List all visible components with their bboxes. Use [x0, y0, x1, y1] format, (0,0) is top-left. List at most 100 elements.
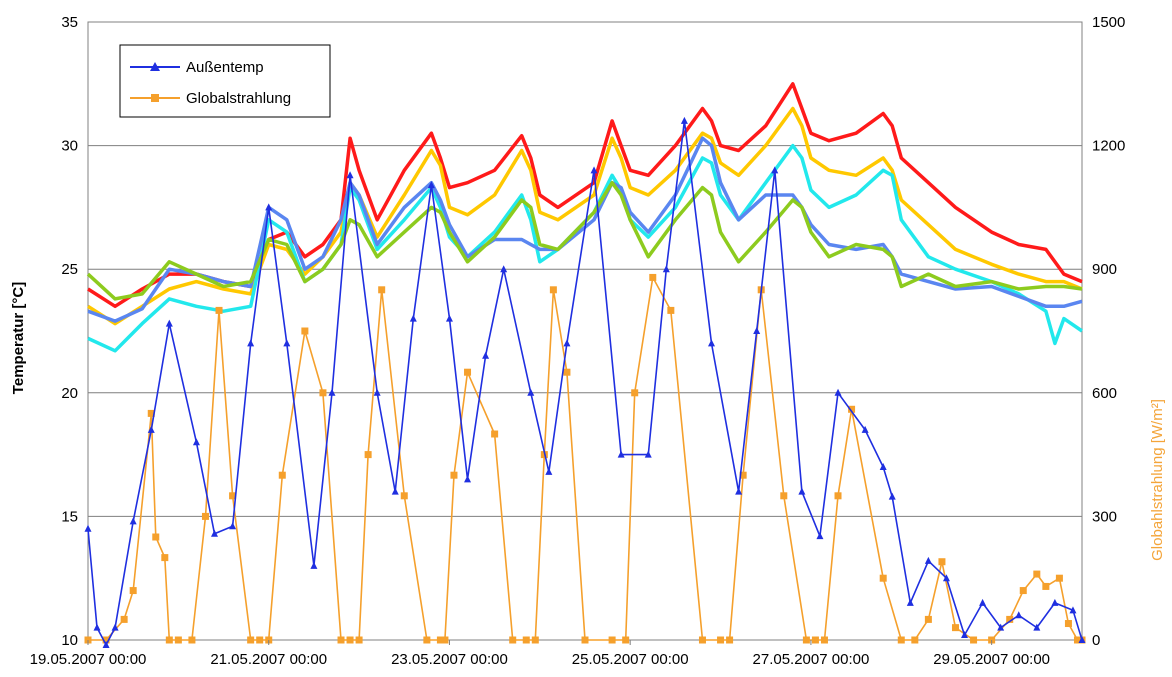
data-point-square	[780, 492, 788, 500]
data-point-triangle	[1051, 598, 1059, 606]
data-point-square	[1055, 574, 1063, 582]
data-point-square	[649, 273, 657, 281]
data-point-triangle	[165, 319, 173, 327]
data-point-square	[355, 636, 363, 644]
y-right-tick-label: 1500	[1092, 14, 1125, 31]
data-point-square	[631, 389, 639, 397]
data-point-triangle	[924, 556, 932, 564]
data-point-triangle	[563, 339, 571, 347]
data-point-triangle	[192, 438, 200, 446]
legend-label-aussentemp: Außentemp	[186, 59, 264, 76]
data-point-triangle	[708, 339, 716, 347]
data-point-triangle	[1078, 636, 1086, 643]
y-right-tick-label: 1200	[1092, 138, 1125, 155]
data-point-square	[278, 471, 286, 479]
data-point-triangle	[346, 171, 354, 179]
data-point-square	[102, 636, 110, 644]
data-point-square	[739, 471, 747, 479]
data-point-square	[1033, 570, 1041, 578]
data-point-triangle	[409, 314, 417, 322]
data-point-square	[229, 492, 237, 500]
data-point-triangle	[545, 467, 553, 475]
data-point-triangle	[500, 265, 508, 273]
data-point-triangle	[229, 522, 237, 530]
x-tick-label: 23.05.2007 00:00	[391, 651, 508, 668]
data-point-triangle	[834, 388, 842, 396]
data-point-triangle	[680, 116, 688, 124]
data-point-square	[256, 636, 264, 644]
y-right-tick-label: 900	[1092, 261, 1117, 278]
data-point-triangle	[906, 598, 914, 606]
data-point-square	[346, 636, 354, 644]
x-tick-label: 19.05.2007 00:00	[30, 651, 147, 668]
data-point-square	[802, 636, 810, 644]
data-point-triangle	[879, 462, 887, 470]
data-point-square	[820, 636, 828, 644]
data-point-triangle	[979, 598, 987, 606]
data-point-triangle	[464, 475, 472, 483]
y-left-tick-label: 35	[61, 14, 78, 31]
data-point-square	[970, 636, 978, 644]
data-point-square	[215, 306, 223, 314]
data-point-triangle	[527, 388, 535, 396]
data-point-square	[1064, 620, 1072, 628]
x-tick-label: 25.05.2007 00:00	[572, 651, 689, 668]
series-line	[87, 106, 1083, 326]
data-point-triangle	[861, 425, 869, 433]
data-point-triangle	[644, 450, 652, 458]
series-line	[87, 143, 1083, 353]
data-point-triangle	[265, 203, 273, 211]
y-axis-right-label: Globahlstrahlung [W/m²]	[1149, 399, 1166, 561]
data-point-square	[120, 615, 128, 623]
data-point-triangle	[617, 450, 625, 458]
data-point-square	[423, 636, 431, 644]
data-point-square	[378, 286, 386, 294]
data-point-triangle	[997, 623, 1005, 631]
data-point-square	[811, 636, 819, 644]
data-point-square	[622, 636, 630, 644]
data-point-square	[848, 405, 856, 413]
y-right-tick-label: 600	[1092, 385, 1117, 402]
data-point-square	[319, 389, 327, 397]
x-tick-label: 27.05.2007 00:00	[753, 651, 870, 668]
data-point-triangle	[798, 487, 806, 495]
y-right-tick-label: 300	[1092, 508, 1117, 525]
data-point-square	[951, 624, 959, 632]
data-point-triangle	[283, 339, 291, 347]
y-left-tick-label: 15	[61, 508, 78, 525]
data-point-triangle	[427, 181, 435, 189]
series-6	[86, 180, 1083, 301]
data-point-square	[188, 636, 196, 644]
data-point-square	[1006, 615, 1014, 623]
data-point-square	[436, 636, 444, 644]
axes-layer: 10 15 20 25 30 35 0 300 600 900 1200 1500 19.05.2007…	[30, 14, 1126, 668]
y-right-tick-label: 0	[1092, 632, 1100, 649]
data-point-triangle	[445, 314, 453, 322]
data-point-square	[698, 636, 706, 644]
y-left-tick-label: 20	[61, 385, 78, 402]
data-point-triangle	[482, 351, 490, 359]
legend-marker-aussentemp	[150, 62, 160, 71]
data-point-square	[938, 558, 946, 566]
data-point-square	[897, 636, 905, 644]
legend: Außentemp Globalstrahlung	[119, 44, 331, 118]
y-left-tick-label: 30	[61, 138, 78, 155]
data-point-triangle	[1069, 606, 1077, 614]
data-point-square	[147, 409, 155, 417]
legend-box	[119, 44, 331, 118]
data-point-square	[1073, 636, 1081, 644]
series-1	[84, 273, 1086, 644]
data-point-square	[924, 615, 932, 623]
data-point-square	[563, 368, 571, 376]
data-point-square	[509, 636, 517, 644]
data-point-square	[337, 636, 345, 644]
x-tick-label: 21.05.2007 00:00	[210, 651, 327, 668]
data-point-square	[152, 533, 160, 541]
data-point-square	[174, 636, 182, 644]
data-point-square	[879, 574, 887, 582]
data-point-square	[549, 286, 557, 294]
data-point-square	[911, 636, 919, 644]
data-point-triangle	[84, 524, 92, 532]
data-point-triangle	[373, 388, 381, 396]
